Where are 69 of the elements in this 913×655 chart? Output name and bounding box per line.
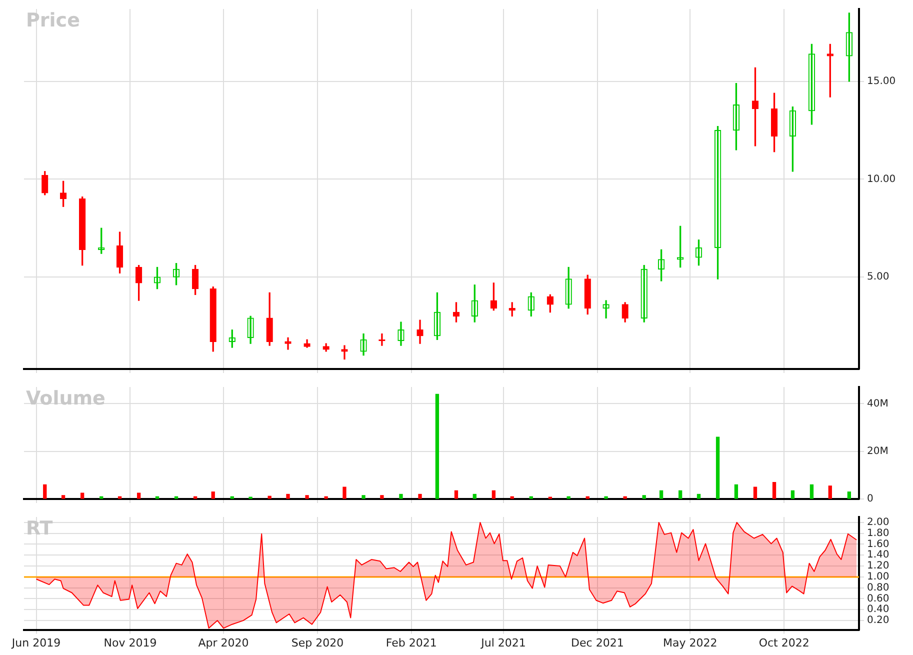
bar	[193, 496, 198, 499]
bar	[753, 486, 758, 499]
bar	[61, 495, 66, 499]
y-tick-label: 1.40	[867, 550, 890, 561]
bar	[529, 496, 533, 499]
bar	[566, 496, 570, 499]
bar	[678, 490, 682, 499]
bar	[790, 490, 795, 499]
bar	[716, 436, 720, 499]
bar	[399, 494, 403, 499]
y-tick-label: 5.00	[867, 272, 890, 283]
bar	[286, 494, 290, 499]
bar	[734, 484, 738, 499]
bar	[80, 492, 84, 499]
bar	[828, 486, 832, 499]
bar	[418, 494, 422, 499]
y-tick-label: 2.00	[867, 517, 890, 528]
bar	[230, 496, 234, 499]
x-tick-label: Feb 2021	[386, 636, 437, 650]
bar	[810, 484, 814, 499]
y-tick-label: 0.20	[867, 615, 890, 626]
y-tick-label: 15.00	[867, 76, 896, 87]
bar	[696, 494, 701, 499]
bar	[847, 492, 852, 499]
bar	[623, 496, 627, 499]
bar	[586, 496, 590, 499]
y-tick-label: 0.80	[867, 582, 890, 594]
y-tick-label: 0	[867, 494, 874, 505]
y-tick-label: 0.60	[867, 593, 890, 604]
bar	[772, 482, 776, 499]
bar	[342, 486, 346, 499]
y-tick-label: 1.00	[867, 572, 890, 583]
bar	[174, 496, 178, 499]
bar	[454, 490, 458, 499]
bar	[642, 495, 646, 499]
y-tick-label: 40M	[867, 398, 888, 410]
bar	[510, 496, 514, 499]
bar	[380, 495, 384, 499]
bar	[362, 495, 366, 499]
candlestick	[826, 44, 834, 98]
x-tick-label: Jun 2019	[10, 636, 61, 650]
x-tick-label: Oct 2022	[758, 636, 810, 650]
y-tick-label: 20M	[867, 446, 888, 457]
bar	[472, 494, 476, 499]
y-tick-label: 1.20	[867, 560, 890, 572]
candlestick	[677, 226, 684, 268]
x-tick-label: May 2022	[663, 636, 718, 650]
bar	[100, 496, 104, 499]
bar	[155, 496, 160, 499]
bar	[136, 492, 141, 499]
bar	[435, 394, 440, 499]
bar	[268, 496, 272, 499]
x-tick-label: Apr 2020	[198, 636, 249, 650]
bar	[305, 495, 309, 499]
bar	[659, 490, 664, 499]
x-tick-label: Dec 2021	[571, 636, 624, 650]
bar	[118, 496, 122, 499]
x-tick-label: Sep 2020	[291, 636, 344, 650]
bar	[43, 484, 47, 499]
x-tick-label: Jul 2021	[480, 636, 526, 650]
x-tick-label: Nov 2019	[104, 636, 157, 650]
bar	[492, 490, 496, 499]
y-tick-label: 10.00	[867, 174, 896, 185]
y-tick-label: 1.80	[867, 528, 890, 539]
y-tick-label: 0.40	[867, 604, 890, 616]
bar	[324, 496, 328, 499]
y-tick-label: 1.60	[867, 538, 890, 550]
bar	[211, 492, 215, 499]
bar	[604, 496, 608, 499]
